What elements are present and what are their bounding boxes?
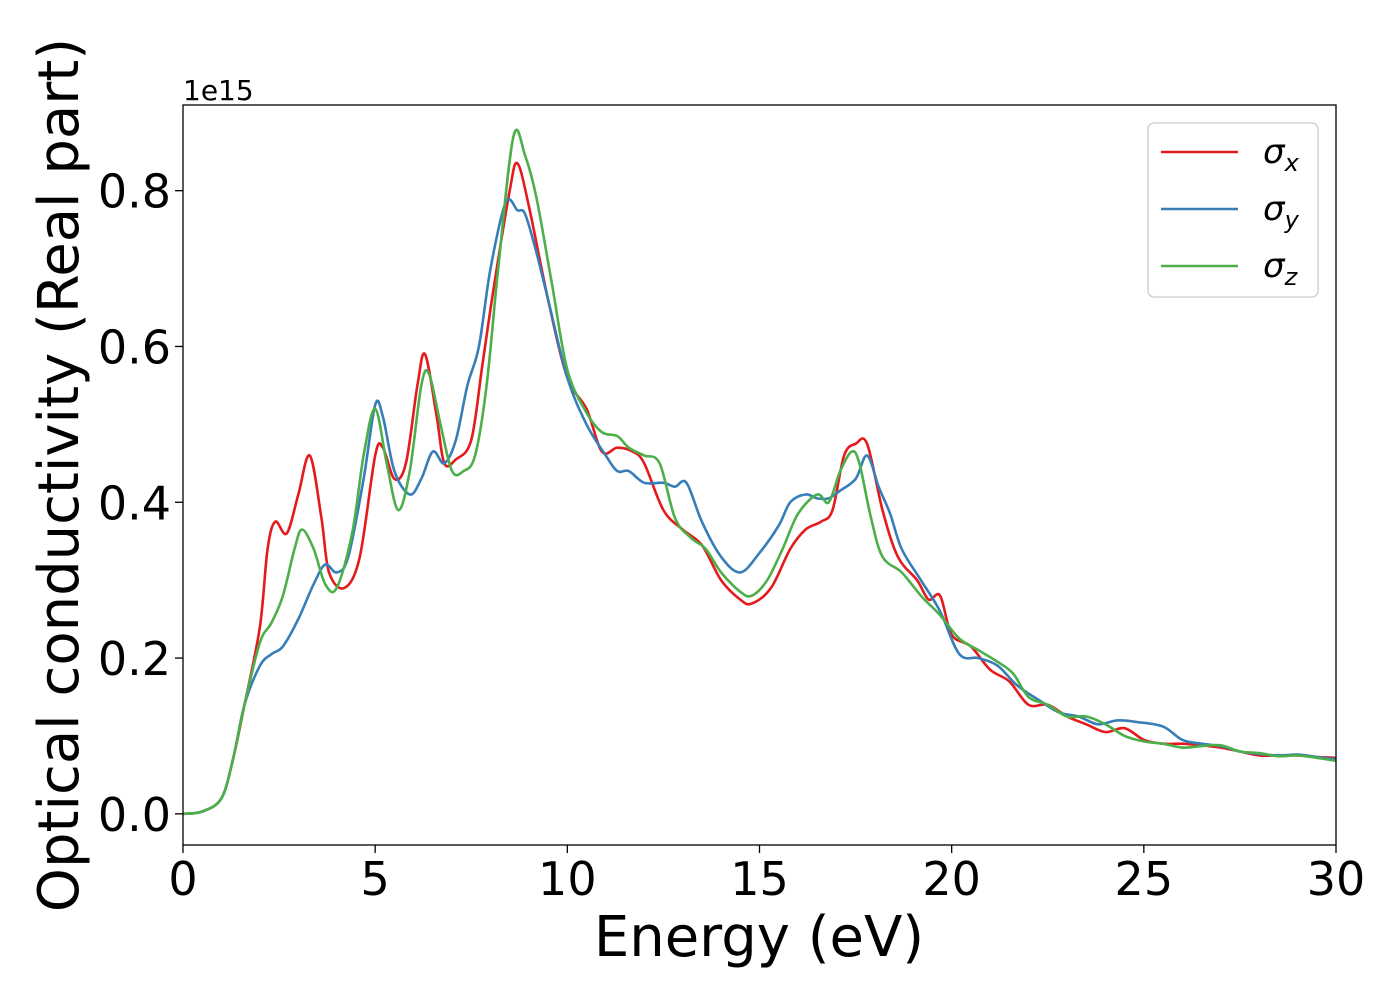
legend-label-z: σz [1263,246,1299,291]
x-axis-label: Energy (eV) [594,905,924,970]
y-tick-label: 0.8 [98,165,171,219]
legend-label-x: σx [1263,132,1300,177]
y-tick-label: 0.0 [98,788,171,842]
axis-ticks: 0 5 10 15 20 25 30 0.0 0.2 0.4 0.6 0.8 [98,165,1365,906]
series-line-z [182,128,1337,816]
series-line-x [182,161,1337,816]
y-offset-label: 1e15 [183,74,254,107]
x-tick-label: 0 [168,852,197,906]
x-tick-label: 10 [538,852,597,906]
x-tick-label: 20 [922,852,981,906]
x-tick-label: 25 [1115,852,1174,906]
series-line-y [182,197,1337,816]
legend-label-y: σy [1263,189,1300,234]
y-tick-label: 0.6 [98,320,171,374]
x-tick-label: 30 [1307,852,1366,906]
x-tick-label: 15 [730,852,789,906]
y-tick-label: 0.2 [98,632,171,686]
y-tick-label: 0.4 [98,476,171,530]
y-axis-label: Optical conductivity (Real part) [27,38,92,912]
x-tick-label: 5 [361,852,390,906]
series-lines [182,128,1337,816]
legend: σx σy σz [1147,122,1319,298]
